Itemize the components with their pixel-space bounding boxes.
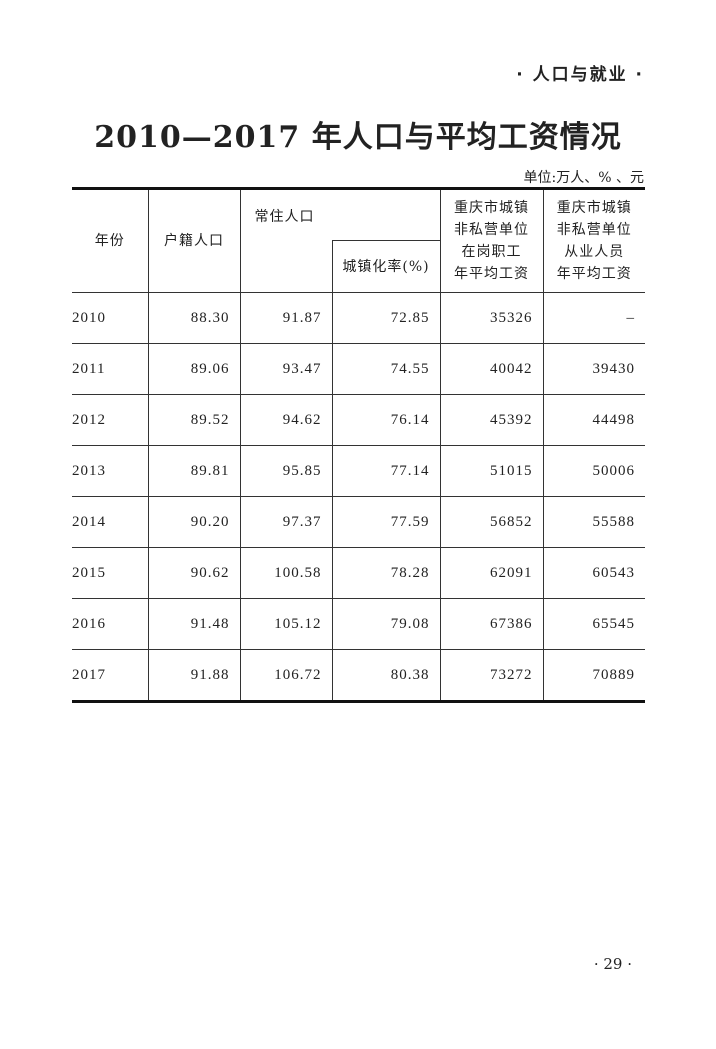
table-cell: 2012 xyxy=(72,394,149,446)
header-wage-all: 重庆市城镇 非私营单位 从业人员 年平均工资 xyxy=(542,188,645,293)
table-cell: 90.62 xyxy=(147,547,241,599)
data-table: 年份 户籍人口 常住人口 重庆市城镇 非私营单位 在岗职工 年平均工资 重庆市城… xyxy=(72,187,645,703)
table-cell: 35326 xyxy=(439,292,544,344)
table-cell: 55588 xyxy=(542,496,645,548)
page-number: · 29 · xyxy=(593,955,632,973)
table-cell: 78.28 xyxy=(331,547,441,599)
table-cell: 91.87 xyxy=(239,292,333,344)
table-cell: 45392 xyxy=(439,394,544,446)
table-cell: 60543 xyxy=(542,547,645,599)
table-row: 2011 89.06 93.47 74.55 40042 39430 xyxy=(72,343,645,395)
table-cell: 2010 xyxy=(72,292,149,344)
table-cell: 90.20 xyxy=(147,496,241,548)
table-cell: 91.88 xyxy=(147,649,241,702)
header-registered: 户籍人口 xyxy=(147,188,241,293)
table-cell: 2016 xyxy=(72,598,149,650)
table-cell: 97.37 xyxy=(239,496,333,548)
table-cell: 2011 xyxy=(72,343,149,395)
header-wage-employed: 重庆市城镇 非私营单位 在岗职工 年平均工资 xyxy=(439,188,544,293)
page-title: 2010—2017 年人口与平均工资情况 xyxy=(94,120,622,155)
table-row: 2014 90.20 97.37 77.59 56852 55588 xyxy=(72,496,645,548)
table-cell: 65545 xyxy=(542,598,645,650)
table-cell: 73272 xyxy=(439,649,544,702)
table-cell: 94.62 xyxy=(239,394,333,446)
table-cell: 77.14 xyxy=(331,445,441,497)
table-cell: 105.12 xyxy=(239,598,333,650)
table-cell: 62091 xyxy=(439,547,544,599)
table-cell: 40042 xyxy=(439,343,544,395)
section-header: · 人口与就业 · xyxy=(516,65,644,85)
table-cell: 67386 xyxy=(439,598,544,650)
table-cell: – xyxy=(542,292,645,344)
table-row: 2016 91.48 105.12 79.08 67386 65545 xyxy=(72,598,645,650)
table-cell: 72.85 xyxy=(331,292,441,344)
table-cell: 70889 xyxy=(542,649,645,702)
header-urbanization: 城镇化率(%) xyxy=(331,240,440,293)
table-cell: 88.30 xyxy=(147,292,241,344)
header-resident-blank xyxy=(240,240,333,293)
table-cell: 2013 xyxy=(72,445,149,497)
table-cell: 77.59 xyxy=(331,496,441,548)
table-cell: 2015 xyxy=(72,547,149,599)
table-row: 2010 88.30 91.87 72.85 35326– xyxy=(72,292,645,344)
table-cell: 2014 xyxy=(72,496,149,548)
table-cell: 91.48 xyxy=(147,598,241,650)
table-cell: 50006 xyxy=(542,445,645,497)
header-resident: 常住人口 xyxy=(239,188,441,241)
table-row: 2012 89.52 94.62 76.14 45392 44498 xyxy=(72,394,645,446)
table-cell: 74.55 xyxy=(331,343,441,395)
table-row: 2017 91.88 106.72 80.38 73272 70889 xyxy=(72,649,645,702)
header-year: 年份 xyxy=(72,188,149,293)
table-cell: 2017 xyxy=(72,649,149,702)
table-cell: 56852 xyxy=(439,496,544,548)
table-cell: 95.85 xyxy=(239,445,333,497)
table-cell: 89.52 xyxy=(147,394,241,446)
table-row: 2015 90.62 100.58 78.28 62091 60543 xyxy=(72,547,645,599)
table-cell: 39430 xyxy=(542,343,645,395)
table-row: 2013 89.81 95.85 77.14 51015 50006 xyxy=(72,445,645,497)
table-cell: 76.14 xyxy=(331,394,441,446)
table-cell: 93.47 xyxy=(239,343,333,395)
table-cell: 51015 xyxy=(439,445,544,497)
table-cell: 106.72 xyxy=(239,649,333,702)
table-cell: 89.81 xyxy=(147,445,241,497)
table-cell: 79.08 xyxy=(331,598,441,650)
table-cell: 100.58 xyxy=(239,547,333,599)
table-cell: 44498 xyxy=(542,394,645,446)
table-cell: 89.06 xyxy=(147,343,241,395)
table-cell: 80.38 xyxy=(331,649,441,702)
unit-note: 单位:万人、% 、元 xyxy=(523,170,644,186)
